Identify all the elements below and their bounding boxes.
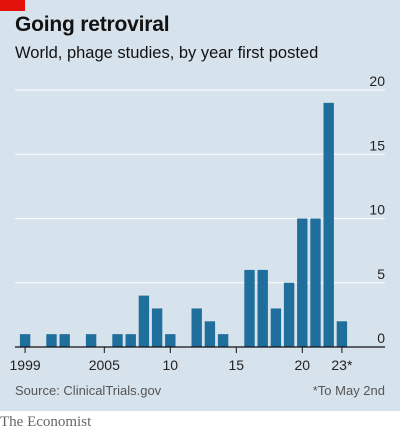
y-tick-label: 0 (377, 330, 385, 346)
bar (165, 334, 176, 347)
bar (336, 321, 348, 347)
bar (257, 269, 268, 347)
bar (283, 282, 295, 347)
bar (125, 334, 136, 347)
chart-panel: Going retroviral World, phage studies, b… (0, 0, 400, 411)
bar (112, 334, 123, 347)
bar (217, 334, 229, 347)
bar (85, 334, 97, 347)
x-tick-label: 23* (331, 357, 353, 373)
bar (151, 308, 163, 347)
y-tick-label: 5 (377, 266, 385, 282)
bar (310, 218, 321, 347)
chart-title: Going retroviral (15, 13, 170, 36)
bar (19, 334, 31, 347)
y-tick-label: 15 (369, 137, 385, 153)
bar (191, 308, 202, 347)
x-tick-label: 1999 (10, 357, 41, 373)
chart-subtitle: World, phage studies, by year first post… (15, 44, 319, 62)
bar (59, 334, 70, 347)
source-note: Source: ClinicalTrials.gov (15, 383, 162, 398)
x-tick-label: 20 (295, 357, 311, 373)
bar (297, 218, 308, 347)
brand-red-tab (0, 0, 25, 11)
footnote: *To May 2nd (312, 383, 385, 398)
y-tick-label: 10 (369, 202, 385, 218)
bar (46, 334, 57, 347)
brand-logo-text: The Economist (0, 414, 92, 430)
bar (138, 295, 150, 347)
x-tick-label: 15 (229, 357, 245, 373)
bar (204, 321, 216, 347)
bar-chart: 0 5 10 15 20 1999 2005 10 15 20 23* (10, 75, 386, 373)
y-tick-label: 20 (369, 75, 385, 89)
x-tick-label: 10 (163, 357, 179, 373)
x-tick-label: 2005 (89, 357, 120, 373)
bar (270, 308, 282, 347)
bar (323, 102, 334, 347)
bar (244, 269, 255, 347)
